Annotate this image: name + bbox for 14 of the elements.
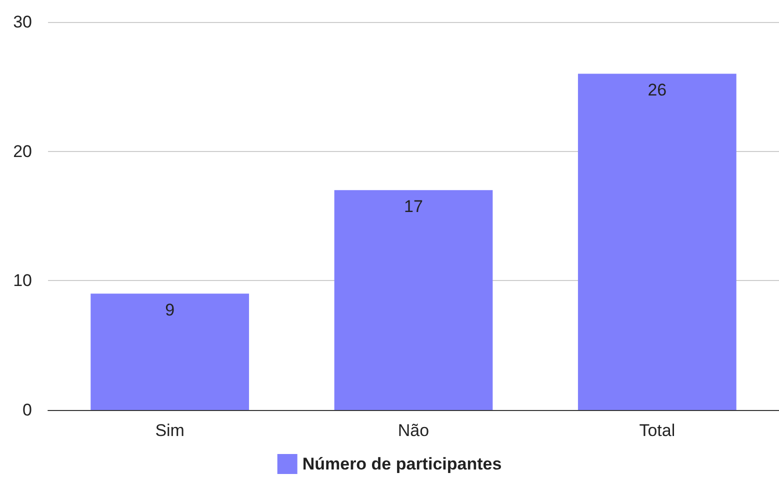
bar [578,74,736,410]
bar [334,190,493,410]
x-tick-label: Não [398,421,430,440]
data-label: 17 [404,197,423,216]
data-label: 9 [165,300,175,320]
y-tick-label: 0 [22,400,32,420]
x-tick-label: Sim [155,421,184,440]
y-tick-label: 20 [13,142,32,161]
legend-label: Número de participantes [302,454,502,474]
x-tick-label: Total [639,421,676,440]
y-tick-label: 10 [13,271,32,290]
bar [90,294,250,410]
data-label: 26 [648,80,667,100]
y-tick-label: 30 [13,12,32,32]
